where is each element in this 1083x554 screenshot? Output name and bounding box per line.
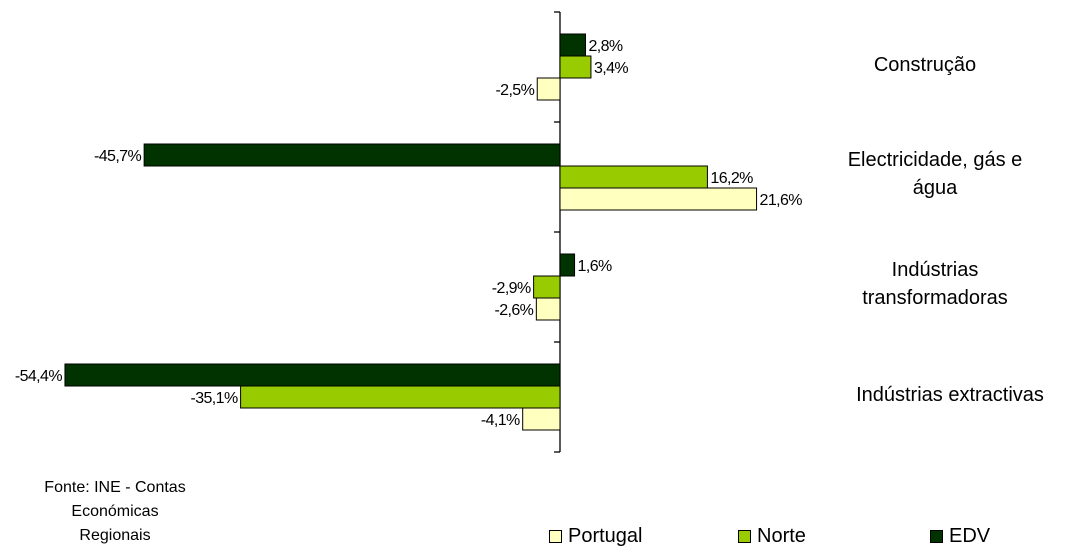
bar-norte-2 <box>533 275 561 299</box>
legend-label: Norte <box>757 525 806 547</box>
data-label: -54,4% <box>15 368 62 385</box>
category-label-transformadoras: Indústrias transformadoras <box>830 256 1040 312</box>
legend-item-portugal: Portugal <box>549 525 643 548</box>
bar-edv-3 <box>64 363 561 387</box>
data-label: -45,7% <box>94 148 141 165</box>
source-note: Fonte: INE - Contas Económicas Regionais <box>30 476 200 548</box>
bar-edv-1 <box>143 143 561 167</box>
category-label-line: Construção <box>873 54 977 76</box>
category-label-electricidade: Electricidade, gás e água <box>830 146 1040 202</box>
category-label-line: água <box>912 177 958 199</box>
data-label: 3,4% <box>594 60 628 77</box>
data-label: -4,1% <box>481 412 520 429</box>
legend-swatch-norte <box>738 530 751 543</box>
data-label: 21,6% <box>760 192 803 209</box>
category-label-line: transformadoras <box>862 287 1008 309</box>
category-label-line: Electricidade, gás e <box>847 149 1023 171</box>
data-label: -2,5% <box>495 82 534 99</box>
legend-label: Portugal <box>568 525 643 547</box>
legend-item-norte: Norte <box>738 525 806 548</box>
bar-portugal-3 <box>522 407 561 431</box>
data-label: 16,2% <box>710 170 753 187</box>
bar-norte-3 <box>240 385 561 409</box>
bar-edv-0 <box>559 33 586 57</box>
data-label: 2,8% <box>588 38 622 55</box>
category-label-extractivas: Indústrias extractivas <box>820 381 1080 409</box>
bar-portugal-0 <box>536 77 561 101</box>
legend-item-edv: EDV <box>930 525 990 548</box>
bar-norte-0 <box>559 55 592 79</box>
bar-portugal-2 <box>535 297 561 321</box>
source-line: Fonte: INE - Contas <box>44 479 186 496</box>
category-label-construcao: Construção <box>830 51 1020 79</box>
data-label: -2,6% <box>495 302 534 319</box>
legend-label: EDV <box>949 525 991 547</box>
source-line: Regionais <box>79 527 151 544</box>
bar-norte-1 <box>559 165 708 189</box>
category-label-line: Indústrias extractivas <box>856 384 1044 406</box>
data-label: 1,6% <box>578 258 612 275</box>
bar-edv-2 <box>559 253 576 277</box>
legend-swatch-portugal <box>549 530 562 543</box>
data-label: -35,1% <box>190 390 237 407</box>
category-label-line: Indústrias <box>891 259 979 281</box>
legend-swatch-edv <box>930 530 943 543</box>
bar-portugal-1 <box>559 187 758 211</box>
data-label: -2,9% <box>492 280 531 297</box>
source-line: Económicas <box>71 503 159 520</box>
